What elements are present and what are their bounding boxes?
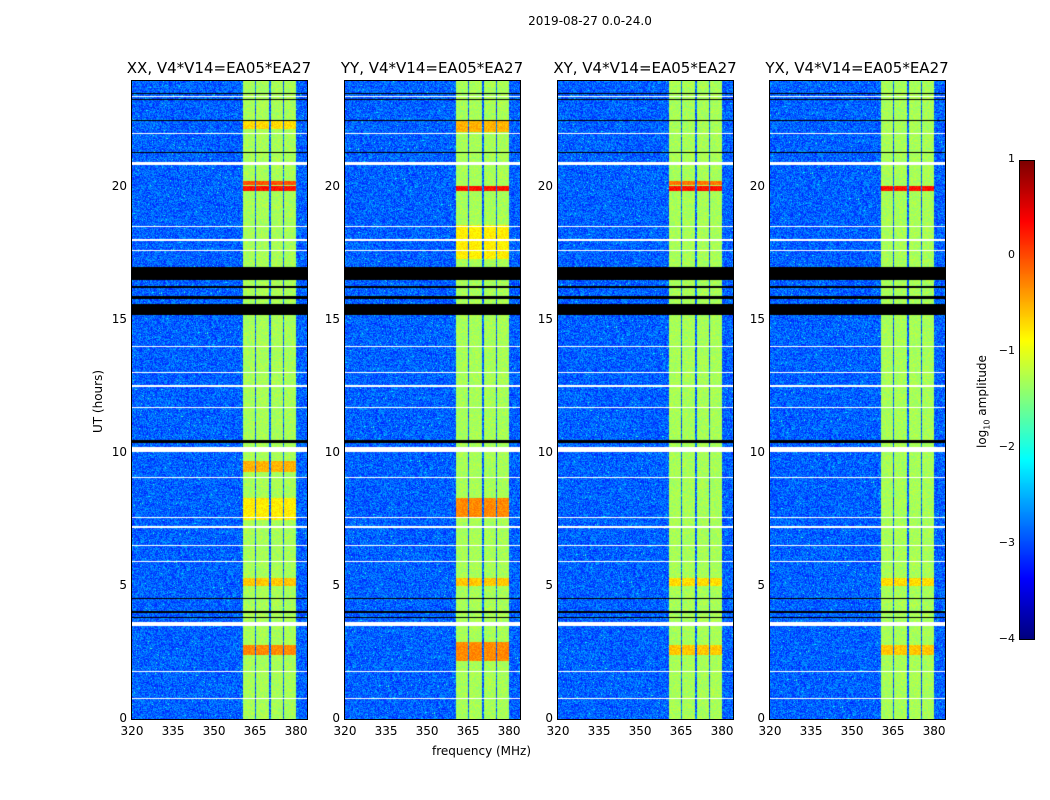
x-tick-label: 335 — [799, 724, 823, 738]
x-tick-label: 380 — [497, 724, 521, 738]
spectrogram-panel — [769, 80, 946, 720]
y-tick-label: 20 — [537, 179, 553, 194]
y-tick-label: 0 — [757, 711, 765, 725]
y-tick-label: 10 — [749, 445, 765, 460]
x-tick-label: 320 — [120, 724, 144, 738]
y-tick-label: 20 — [111, 179, 127, 194]
x-tick-label: 350 — [628, 724, 652, 738]
x-tick-label: 380 — [284, 724, 308, 738]
colorbar-tick-label: −1 — [998, 344, 1015, 357]
y-tick-label: 0 — [119, 711, 127, 725]
x-tick-label: 380 — [710, 724, 734, 738]
x-tick-label: 365 — [669, 724, 693, 738]
spectrogram-image — [770, 81, 945, 719]
spectrogram-panel — [131, 80, 308, 720]
colorbar-tick-label: −3 — [998, 536, 1015, 549]
y-tick-label: 10 — [537, 445, 553, 460]
x-tick-label: 380 — [922, 724, 946, 738]
y-tick-label: 20 — [324, 179, 340, 194]
y-tick-label: 15 — [537, 312, 553, 327]
x-tick-label: 365 — [243, 724, 267, 738]
y-tick-label: 5 — [332, 578, 340, 593]
y-tick-label: 0 — [545, 711, 553, 725]
colorbar-tick-label: 0 — [1008, 248, 1015, 261]
colorbar-tick-label: −4 — [998, 632, 1015, 645]
spectrogram-image — [345, 81, 520, 719]
spectrogram-image — [132, 81, 307, 719]
y-tick-label: 5 — [757, 578, 765, 593]
spectrogram-panel — [344, 80, 521, 720]
x-tick-label: 365 — [456, 724, 480, 738]
y-tick-label: 10 — [111, 445, 127, 460]
x-tick-label: 335 — [587, 724, 611, 738]
y-tick-label: 15 — [749, 312, 765, 327]
y-tick-label: 0 — [332, 711, 340, 725]
colorbar-label: log10 amplitude — [975, 355, 992, 448]
panel-title: XY, V4*V14=EA05*EA27 — [553, 59, 737, 77]
x-tick-label: 350 — [202, 724, 226, 738]
x-tick-label: 320 — [333, 724, 357, 738]
colorbar-tick-label: −2 — [998, 440, 1015, 453]
y-axis-label: UT (hours) — [91, 369, 105, 433]
panel-title: XX, V4*V14=EA05*EA27 — [126, 59, 312, 77]
colorbar-tick-label: 1 — [1008, 152, 1015, 165]
figure-title: 2019-08-27 0.0-24.0 — [528, 14, 652, 28]
x-tick-label: 335 — [374, 724, 398, 738]
y-tick-label: 20 — [749, 179, 765, 194]
x-tick-label: 320 — [758, 724, 782, 738]
y-tick-label: 10 — [324, 445, 340, 460]
x-tick-label: 320 — [546, 724, 570, 738]
x-tick-label: 365 — [881, 724, 905, 738]
x-tick-label: 350 — [840, 724, 864, 738]
y-tick-label: 15 — [324, 312, 340, 327]
x-axis-label: frequency (MHz) — [432, 744, 532, 758]
spectrogram-panel — [557, 80, 734, 720]
panel-title: YX, V4*V14=EA05*EA27 — [765, 59, 949, 77]
x-tick-label: 350 — [415, 724, 439, 738]
spectrogram-image — [558, 81, 733, 719]
colorbar — [1019, 160, 1035, 640]
y-tick-label: 5 — [119, 578, 127, 593]
y-tick-label: 5 — [545, 578, 553, 593]
x-tick-label: 335 — [161, 724, 185, 738]
panel-title: YY, V4*V14=EA05*EA27 — [340, 59, 524, 77]
y-tick-label: 15 — [111, 312, 127, 327]
